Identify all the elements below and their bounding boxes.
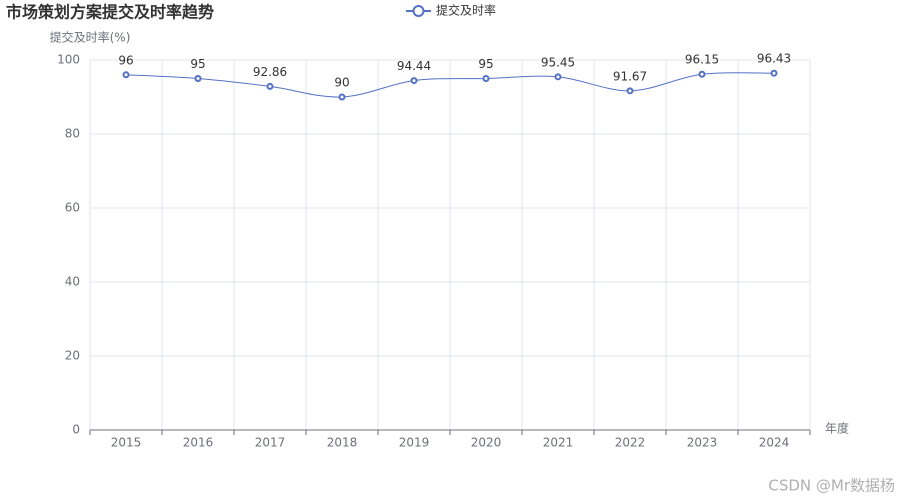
value-label: 90 xyxy=(334,76,349,90)
y-tick-label: 0 xyxy=(72,423,80,437)
value-label: 94.44 xyxy=(397,59,431,73)
watermark: CSDN @Mr数据杨 xyxy=(768,477,895,495)
point xyxy=(338,93,346,101)
value-label: 95 xyxy=(190,57,205,71)
line xyxy=(125,72,775,98)
value-label: 96 xyxy=(118,53,133,67)
point xyxy=(122,71,130,79)
y-tick-label: 80 xyxy=(65,127,80,141)
value-label: 92.86 xyxy=(253,65,287,79)
point xyxy=(410,77,418,85)
x-tick-label: 2023 xyxy=(687,436,718,450)
point xyxy=(698,70,706,78)
point xyxy=(266,82,274,90)
point xyxy=(770,69,778,77)
point xyxy=(482,75,490,82)
x-tick-label: 2022 xyxy=(615,436,646,450)
x-tick-label: 2024 xyxy=(759,436,790,450)
y-axis-label: 提交及时率(%) xyxy=(50,30,131,45)
value-label: 96.43 xyxy=(757,52,791,66)
y-tick-label: 40 xyxy=(65,275,80,289)
x-tick-label: 2016 xyxy=(183,436,214,450)
x-tick-label: 2018 xyxy=(327,436,358,450)
legend-label: 提交及时率 xyxy=(436,3,496,18)
value-label: 95 xyxy=(478,57,493,71)
legend-marker xyxy=(412,5,425,17)
y-tick-label: 20 xyxy=(65,349,80,363)
x-tick-label: 2021 xyxy=(543,436,574,450)
value-label: 96.15 xyxy=(685,53,719,67)
chart-title: 市场策划方案提交及时率趋势 xyxy=(6,3,214,22)
x-axis-label: 年度 xyxy=(825,421,849,436)
x-tick-label: 2020 xyxy=(471,436,502,450)
x-tick-label: 2019 xyxy=(399,436,430,450)
value-label: 95.45 xyxy=(541,55,575,69)
point xyxy=(554,73,562,81)
y-tick-label: 100 xyxy=(57,53,80,67)
point xyxy=(626,87,634,95)
x-tick-label: 2017 xyxy=(255,436,286,450)
x-tick-label: 2015 xyxy=(111,436,142,450)
value-label: 91.67 xyxy=(613,69,647,83)
point xyxy=(194,75,202,82)
y-tick-label: 60 xyxy=(65,201,80,215)
